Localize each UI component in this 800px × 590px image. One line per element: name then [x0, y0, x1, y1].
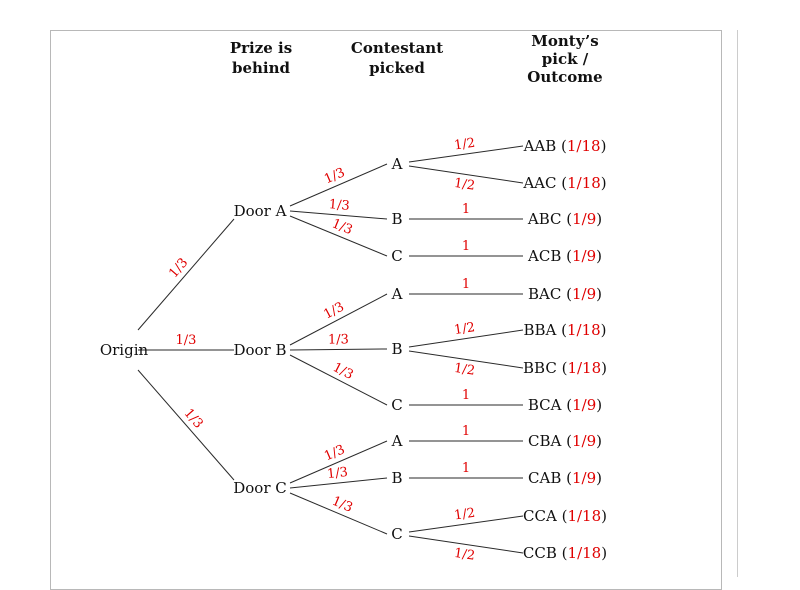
column-header-contestant: Contestant picked — [351, 39, 443, 77]
outcome-CCA: CCA (1/18) — [523, 507, 607, 525]
edge-pick-2-2-to-outcome-1 — [408, 535, 524, 554]
outcome-probability: 1/18 — [567, 359, 601, 377]
page-frame — [50, 30, 722, 590]
prob-door-0-pick-2: 1/3 — [330, 216, 355, 238]
pick-node-1-1: B — [391, 340, 402, 358]
header-monty-line-3: Outcome — [527, 68, 602, 86]
outcome-probability: 1/18 — [567, 507, 601, 525]
pick-node-2-1: B — [391, 469, 402, 487]
prob-outcome-2-2-1: 1/2 — [453, 546, 476, 564]
prob-door-0-pick-0: 1/3 — [322, 165, 347, 187]
outcome-BCA: BCA (1/9) — [528, 396, 602, 414]
column-header-monty: Monty’s pick / Outcome — [527, 32, 602, 86]
prob-door-2-pick-1: 1/3 — [326, 465, 348, 482]
header-prize-line-2: behind — [232, 59, 291, 77]
edge-pick-2-2-to-outcome-0 — [408, 515, 524, 533]
probability-tree-diagram: Prize is behind Contestant picked Monty’… — [100, 32, 607, 564]
origin-node: Origin — [100, 341, 149, 359]
outcome-probability: 1/9 — [572, 210, 596, 228]
prob-outcome-2-1-0: 1 — [462, 461, 470, 476]
prob-door-1-pick-1: 1/3 — [328, 332, 349, 347]
prob-outcome-0-1-0: 1 — [462, 202, 470, 217]
outcome-BAC: BAC (1/9) — [528, 285, 602, 303]
edge-origin-to-door-2 — [137, 369, 235, 481]
prob-outcome-1-1-0: 1/2 — [453, 320, 476, 338]
pick-node-0-1: B — [391, 210, 402, 228]
outcome-CBA: CBA (1/9) — [528, 432, 602, 450]
edge-door-2-to-pick-1 — [289, 477, 388, 489]
column-header-prize: Prize is behind — [230, 39, 292, 77]
outcome-ABC: ABC (1/9) — [527, 210, 602, 228]
edge-pick-1-1-to-outcome-1 — [408, 350, 524, 369]
prob-door-2-pick-2: 1/3 — [330, 494, 355, 516]
outcome-probability: 1/18 — [567, 174, 601, 192]
edge-door-1-to-pick-1 — [289, 348, 388, 351]
prob-outcome-1-1-1: 1/2 — [453, 361, 476, 379]
prob-origin-door-1: 1/3 — [176, 333, 197, 348]
prob-outcome-1-2-0: 1 — [462, 388, 470, 403]
prob-outcome-2-0-0: 1 — [462, 424, 470, 439]
tree-edges — [137, 145, 524, 554]
edge-pick-1-1-to-outcome-0 — [408, 329, 524, 348]
pick-node-1-0: A — [391, 285, 403, 303]
outcome-BBC: BBC (1/18) — [523, 359, 607, 377]
prob-door-0-pick-1: 1/3 — [328, 197, 350, 214]
prob-door-1-pick-2: 1/3 — [330, 360, 355, 383]
outcome-probability: 1/18 — [567, 321, 601, 339]
outcome-probability: 1/9 — [572, 285, 596, 303]
prob-origin-door-0: 1/3 — [166, 255, 191, 281]
pick-node-0-0: A — [391, 155, 403, 173]
prob-outcome-1-0-0: 1 — [462, 277, 470, 292]
header-contestant-line-1: Contestant — [351, 39, 443, 57]
outcome-AAB: AAB (1/18) — [523, 137, 607, 155]
outcome-CAB: CAB (1/9) — [528, 469, 602, 487]
header-monty-line-1: Monty’s — [531, 32, 598, 50]
pick-node-0-2: C — [391, 247, 402, 265]
edge-pick-0-0-to-outcome-0 — [408, 145, 524, 163]
prob-origin-door-2: 1/3 — [181, 406, 206, 432]
outcome-probability: 1/18 — [568, 544, 602, 562]
outcome-probability: 1/9 — [572, 469, 596, 487]
outcome-probability: 1/18 — [567, 137, 601, 155]
door-node-1: Door B — [233, 341, 286, 359]
edge-door-0-to-pick-2 — [289, 215, 388, 257]
prob-door-1-pick-0: 1/3 — [321, 300, 346, 323]
edge-door-1-to-pick-2 — [289, 354, 388, 406]
edge-door-1-to-pick-0 — [289, 293, 388, 346]
edge-door-2-to-pick-0 — [289, 440, 388, 484]
prob-outcome-0-0-0: 1/2 — [453, 136, 476, 154]
prob-door-2-pick-0: 1/3 — [322, 442, 347, 464]
edge-door-2-to-pick-2 — [289, 492, 388, 535]
prob-outcome-0-2-0: 1 — [462, 239, 470, 254]
pick-node-2-2: C — [391, 525, 402, 543]
header-prize-line-1: Prize is — [230, 39, 292, 57]
outcome-BBA: BBA (1/18) — [523, 321, 606, 339]
pick-node-1-2: C — [391, 396, 402, 414]
outcome-probability: 1/9 — [572, 432, 596, 450]
prob-outcome-2-2-0: 1/2 — [453, 506, 476, 524]
tree-labels: Origin 1/3 Door A 1/3 A 1/2 AAB (1/18) 1/2 AAC (… — [100, 136, 607, 564]
prob-outcome-0-0-1: 1/2 — [453, 176, 476, 194]
scrollbar-divider — [737, 30, 738, 577]
door-node-0: Door A — [234, 202, 287, 220]
door-node-2: Door C — [233, 479, 287, 497]
outcome-probability: 1/9 — [572, 247, 596, 265]
outcome-ACB: ACB (1/9) — [527, 247, 602, 265]
header-monty-line-2: pick / — [542, 50, 589, 68]
pick-node-2-0: A — [391, 432, 403, 450]
outcome-CCB: CCB (1/18) — [523, 544, 607, 562]
edge-door-0-to-pick-1 — [289, 210, 388, 220]
edge-origin-to-door-0 — [137, 218, 235, 331]
header-contestant-line-2: picked — [369, 59, 425, 77]
edge-pick-0-0-to-outcome-1 — [408, 165, 524, 184]
outcome-probability: 1/9 — [572, 396, 596, 414]
outcome-AAC: AAC (1/18) — [522, 174, 606, 192]
edge-door-0-to-pick-0 — [289, 163, 388, 207]
